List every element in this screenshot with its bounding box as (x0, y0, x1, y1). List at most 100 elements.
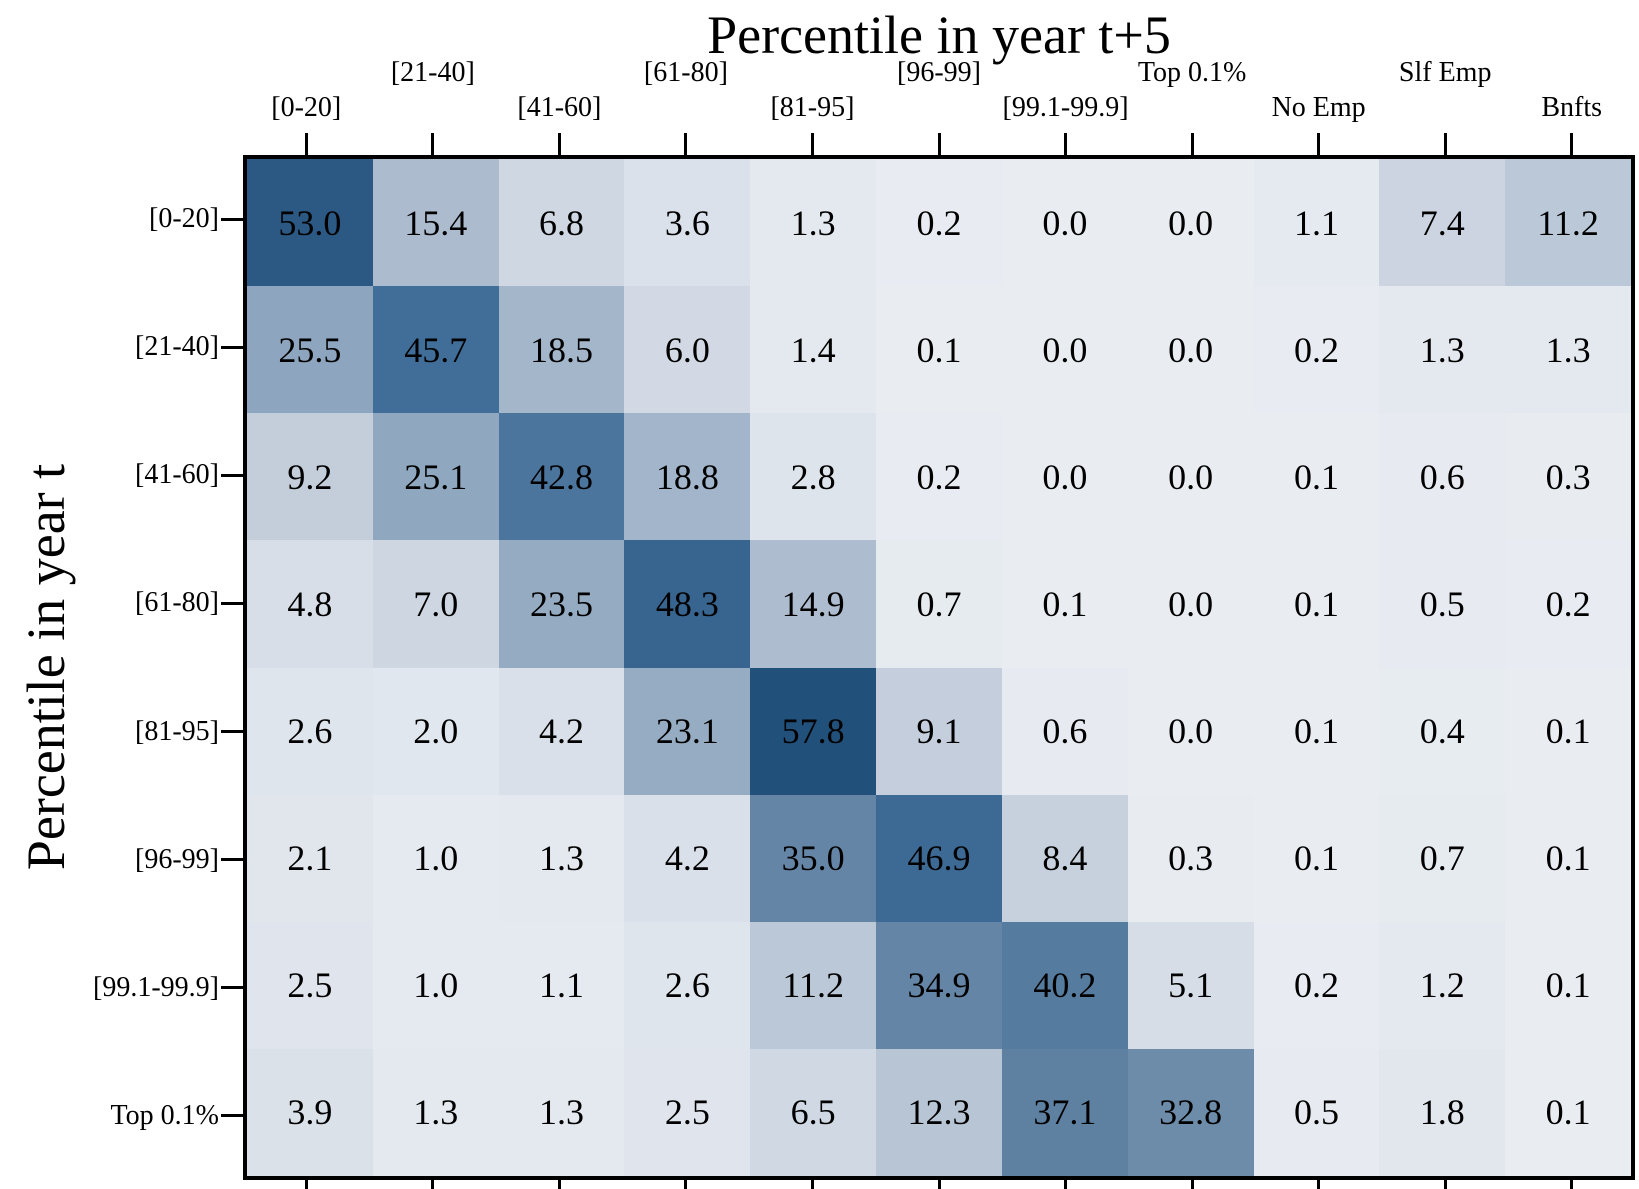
y-tick-mark (221, 473, 243, 477)
heatmap-cell: 0.0 (1127, 159, 1254, 287)
heatmap-cell: 7.0 (372, 540, 499, 668)
heatmap-cell: 1.3 (372, 1048, 499, 1176)
y-tick-label: [99.1-99.9] (93, 971, 219, 1003)
heatmap-cell: 1.4 (750, 286, 877, 414)
heatmap-cell: 0.0 (1127, 667, 1254, 795)
heatmap-cell: 9.2 (247, 413, 373, 541)
heatmap-cell: 2.0 (372, 667, 499, 795)
x-tick-mark-top (557, 133, 561, 155)
heatmap-cell: 0.7 (876, 540, 1002, 668)
heatmap-cell: 1.3 (1505, 286, 1631, 414)
heatmap-cell: 1.3 (498, 794, 625, 922)
heatmap-cell: 15.4 (372, 159, 499, 287)
heatmap-cell: 0.0 (1001, 413, 1128, 541)
heatmap-cell: 25.1 (372, 413, 499, 541)
y-tick-mark (221, 986, 243, 990)
x-tick-label: Top 0.1% (1137, 57, 1247, 88)
x-tick-mark-bottom (937, 1180, 941, 1189)
y-axis-title: Percentile in year t (16, 463, 76, 871)
heatmap-cell: 0.0 (1127, 540, 1254, 668)
heatmap-cell: 0.6 (1379, 413, 1506, 541)
heatmap-cell: 11.2 (750, 921, 877, 1049)
heatmap-cell: 11.2 (1505, 159, 1631, 287)
heatmap-cell: 0.6 (1001, 667, 1128, 795)
y-tick-mark (221, 730, 243, 734)
y-tick-label: Top 0.1% (110, 1099, 219, 1131)
y-tick-label: [61-80] (135, 587, 219, 619)
heatmap-cell: 4.8 (247, 540, 373, 668)
heatmap-cell: 0.1 (1253, 540, 1380, 668)
heatmap-cell: 2.5 (624, 1048, 751, 1176)
heatmap-cell: 2.6 (247, 667, 373, 795)
heatmap-cell: 0.1 (1505, 921, 1631, 1049)
heatmap-cell: 0.4 (1379, 667, 1506, 795)
heatmap-cell: 25.5 (247, 286, 373, 414)
x-tick-label: Slf Emp (1398, 57, 1492, 88)
heatmap-cell: 1.2 (1379, 921, 1506, 1049)
heatmap-cell: 0.0 (1127, 286, 1254, 414)
heatmap-cell: 2.6 (624, 921, 751, 1049)
y-tick-label: [81-95] (135, 715, 219, 747)
heatmap-cell: 0.0 (1001, 286, 1128, 414)
heatmap-cell: 0.0 (1001, 159, 1128, 287)
heatmap-cell: 0.1 (1001, 540, 1128, 668)
heatmap-cell: 37.1 (1001, 1048, 1128, 1176)
heatmap-cell: 0.2 (876, 159, 1002, 287)
heatmap-cell: 0.1 (1253, 667, 1380, 795)
heatmap-cell: 42.8 (498, 413, 625, 541)
x-tick-mark-top (684, 133, 688, 155)
x-tick-label: [81-95] (770, 92, 855, 123)
y-tick-mark (221, 601, 243, 605)
heatmap-cell: 34.9 (876, 921, 1002, 1049)
heatmap-cell: 0.2 (1253, 286, 1380, 414)
heatmap-cell: 40.2 (1001, 921, 1128, 1049)
heatmap-plot: 53.0 15.4 6.8 3.6 1.3 0.2 0.0 0.0 1.1 7.4 11.2 25.5… (243, 155, 1635, 1180)
heatmap-cell: 2.1 (247, 794, 373, 922)
heatmap-cell: 0.3 (1505, 413, 1631, 541)
y-tick-mark (221, 858, 243, 862)
x-tick-mark-bottom (810, 1180, 814, 1189)
x-tick-mark-top (810, 133, 814, 155)
figure-title: Percentile in year t+5 (707, 5, 1171, 65)
heatmap-cell: 46.9 (876, 794, 1002, 922)
x-tick-mark-bottom (304, 1180, 308, 1189)
heatmap-cell: 3.9 (247, 1048, 373, 1176)
heatmap-cell: 1.3 (750, 159, 877, 287)
heatmap-cell: 0.1 (1253, 413, 1380, 541)
heatmap-cell: 6.5 (750, 1048, 877, 1176)
heatmap-cell: 8.4 (1001, 794, 1128, 922)
x-tick-mark-bottom (1317, 1180, 1321, 1189)
heatmap-cell: 1.0 (372, 794, 499, 922)
heatmap-cell: 45.7 (372, 286, 499, 414)
x-tick-mark-bottom (1443, 1180, 1447, 1189)
heatmap-cell: 14.9 (750, 540, 877, 668)
heatmap-cell: 7.4 (1379, 159, 1506, 287)
heatmap-cell: 9.1 (876, 667, 1002, 795)
x-tick-mark-top (1570, 133, 1574, 155)
heatmap-cell: 23.1 (624, 667, 751, 795)
heatmap-cell: 18.5 (498, 286, 625, 414)
x-tick-mark-top (937, 133, 941, 155)
x-tick-mark-bottom (431, 1180, 435, 1189)
heatmap-cell: 1.3 (498, 1048, 625, 1176)
heatmap-cell: 0.2 (1505, 540, 1631, 668)
heatmap-cell: 1.1 (1253, 159, 1380, 287)
x-tick-label: [96-99] (897, 57, 981, 88)
heatmap-cell: 3.6 (624, 159, 751, 287)
heatmap-cell: 0.5 (1379, 540, 1506, 668)
x-tick-mark-top (1443, 133, 1447, 155)
heatmap-cell: 0.1 (1505, 1048, 1631, 1176)
y-tick-mark (221, 345, 243, 349)
x-tick-mark-top (1317, 133, 1321, 155)
heatmap-cell: 57.8 (750, 667, 877, 795)
x-tick-mark-top (1190, 133, 1194, 155)
x-tick-label: No Emp (1271, 92, 1366, 123)
heatmap-cell: 1.8 (1379, 1048, 1506, 1176)
x-tick-label: [99.1-99.9] (1002, 92, 1129, 123)
heatmap-cell: 0.2 (876, 413, 1002, 541)
y-tick-label: [96-99] (135, 843, 219, 875)
y-tick-label: [0-20] (149, 203, 219, 235)
x-tick-label: [0-20] (271, 92, 342, 123)
heatmap-cell: 0.1 (1505, 667, 1631, 795)
y-tick-mark (221, 1114, 243, 1118)
